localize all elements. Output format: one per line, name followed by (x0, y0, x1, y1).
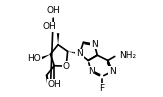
Text: F: F (99, 84, 104, 93)
Text: O: O (63, 62, 70, 71)
Polygon shape (57, 33, 59, 45)
Text: N: N (76, 49, 83, 58)
Text: OH: OH (47, 80, 61, 89)
Text: N: N (109, 67, 115, 76)
Text: HO: HO (27, 54, 41, 63)
Text: OH: OH (46, 6, 60, 15)
Polygon shape (41, 54, 50, 59)
Text: N: N (91, 40, 98, 49)
Text: NH₂: NH₂ (119, 51, 136, 60)
Text: N: N (88, 67, 94, 76)
Text: OH: OH (43, 22, 57, 31)
